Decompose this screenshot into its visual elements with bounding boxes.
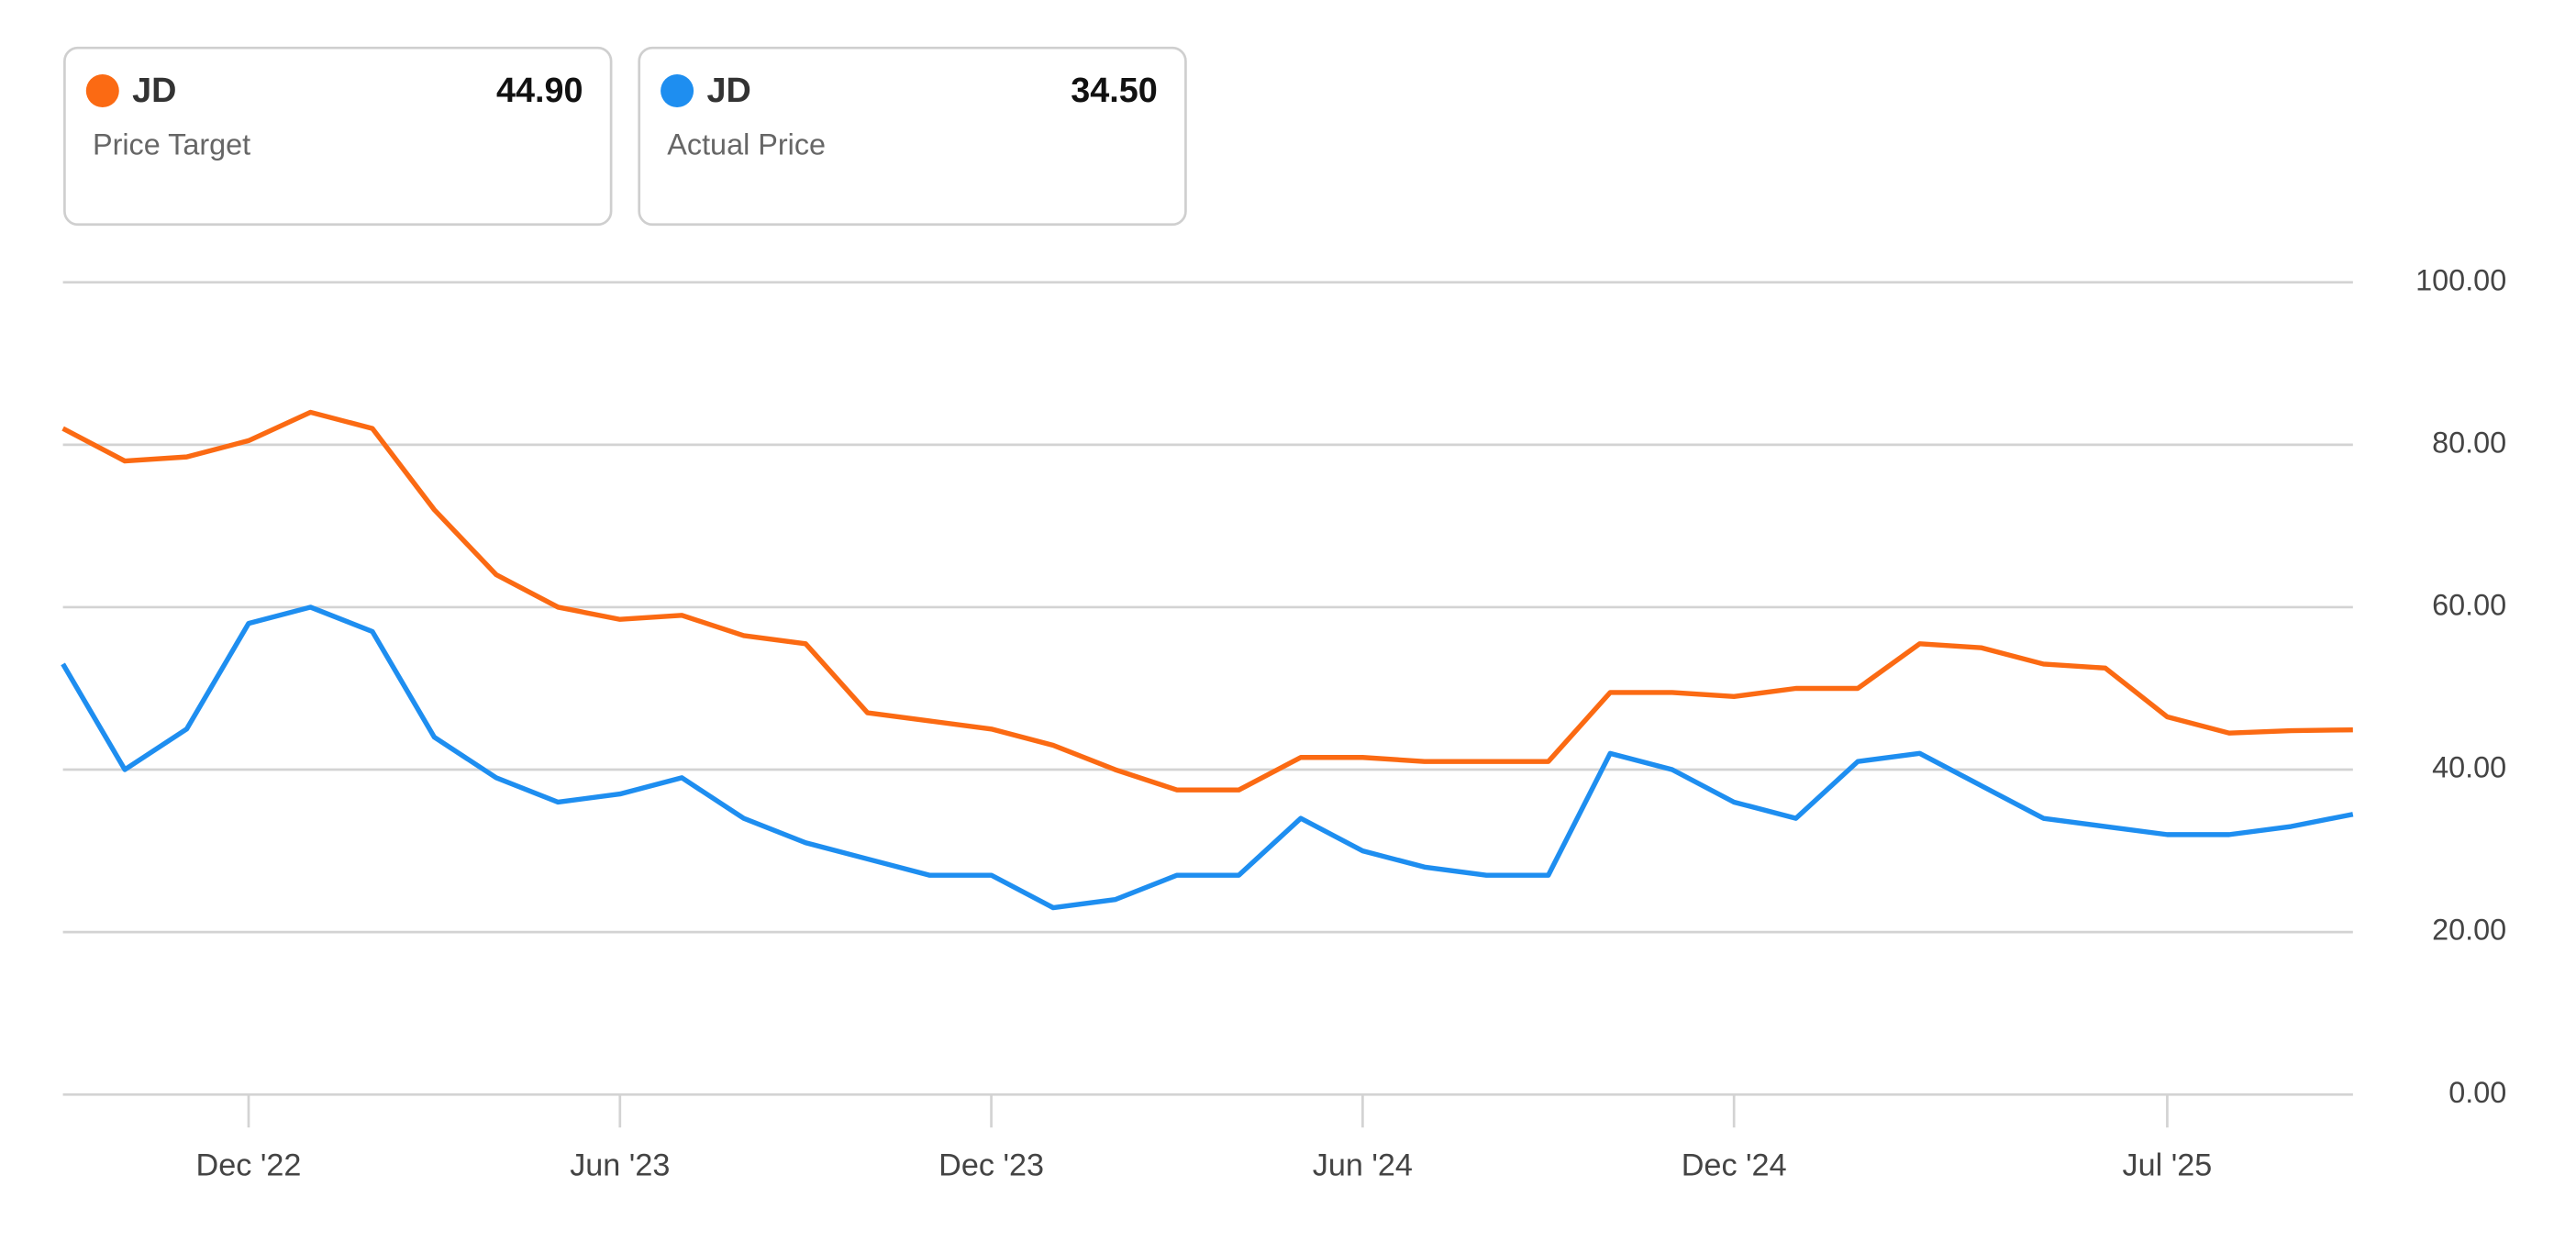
legend-label: Price Target [93,128,250,161]
legend-card [638,46,1187,227]
legend-name: JD [706,72,750,110]
x-tick-label: Dec '23 [938,1148,1044,1182]
y-tick-label: 40.00 [2432,751,2506,784]
y-tick-label: 60.00 [2432,589,2506,622]
legend-dot [661,73,694,107]
x-tick-label: Jun '24 [1313,1148,1413,1182]
series-line [61,604,2354,911]
x-tick-label: Jun '23 [570,1148,670,1182]
legend-value: 44.90 [496,72,583,110]
legend-name: JD [132,72,176,110]
series-line [61,409,2353,793]
x-tick-label: Dec '24 [1682,1148,1787,1182]
y-tick-label: 0.00 [2448,1076,2506,1109]
y-tick-label: 80.00 [2432,426,2506,459]
x-tick-label: Dec '22 [196,1148,302,1182]
x-tick-label: Jul '25 [2123,1148,2213,1182]
y-tick-label: 20.00 [2432,914,2506,947]
legend-dot [85,73,119,107]
legend-card [63,46,613,227]
legend-label: Actual Price [667,128,826,161]
legend-value: 34.50 [1071,72,1158,110]
y-tick-label: 100.00 [2415,263,2506,296]
